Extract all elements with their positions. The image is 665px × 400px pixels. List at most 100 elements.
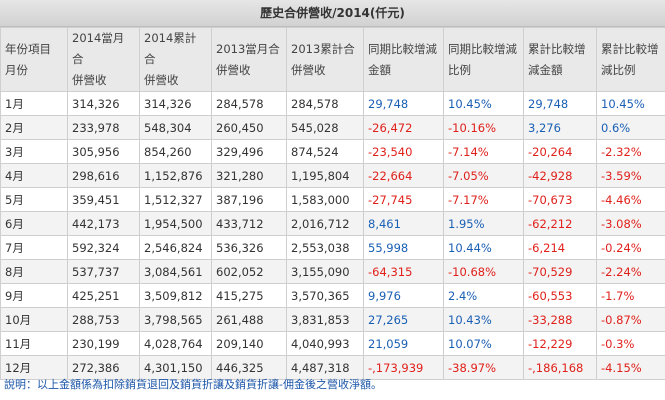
cumulative-2014-cell: 548,304 (139, 115, 212, 140)
yoy-amount-cell: 29,748 (363, 91, 444, 116)
yoy-amount-cell: 9,976 (363, 283, 444, 308)
yoy-ratio-cell: 10.43% (443, 307, 524, 332)
table-row: 8月 537,737 3,084,561 602,052 3,155,090 -64,31… (0, 259, 665, 284)
monthly-2014-cell: 592,324 (67, 235, 140, 260)
monthly-2013-cell: 602,052 (211, 259, 287, 284)
cumulative-2014-cell: 4,301,150 (139, 355, 212, 380)
monthly-2014-cell: 425,251 (67, 283, 140, 308)
cumulative-change-ratio-cell: -2.24% (596, 259, 665, 284)
monthly-2014-cell: 537,737 (67, 259, 140, 284)
yoy-ratio-cell: -10.68% (443, 259, 524, 284)
yoy-ratio-cell: -7.17% (443, 187, 524, 212)
month-cell: 2月 (0, 115, 68, 140)
table-row: 12月 272,386 4,301,150 446,325 4,487,318 -,173… (0, 355, 665, 380)
cumulative-change-amount-cell: 3,276 (523, 115, 597, 140)
monthly-2014-cell: 305,956 (67, 139, 140, 164)
month-cell: 8月 (0, 259, 68, 284)
month-cell: 12月 (0, 355, 68, 380)
cumulative-change-amount-cell: -33,288 (523, 307, 597, 332)
cumulative-change-ratio-cell: -4.46% (596, 187, 665, 212)
table-row: 2月 233,978 548,304 260,450 545,028 -26,472 -10… (0, 115, 665, 140)
cumulative-2014-cell: 3,084,561 (139, 259, 212, 284)
yoy-ratio-cell: 10.07% (443, 331, 524, 356)
monthly-2014-cell: 230,199 (67, 331, 140, 356)
cumulative-2013-cell: 3,570,365 (286, 283, 364, 308)
cumulative-2013-cell: 3,155,090 (286, 259, 364, 284)
cumulative-change-amount-cell: -70,673 (523, 187, 597, 212)
monthly-2014-cell: 298,616 (67, 163, 140, 188)
cumulative-change-ratio-cell: -3.08% (596, 211, 665, 236)
month-cell: 10月 (0, 307, 68, 332)
cumulative-2013-cell: 2,553,038 (286, 235, 364, 260)
month-cell: 3月 (0, 139, 68, 164)
cumulative-2014-cell: 1,152,876 (139, 163, 212, 188)
cumulative-change-amount-cell: -20,264 (523, 139, 597, 164)
cumulative-2013-cell: 4,040,993 (286, 331, 364, 356)
cumulative-2013-cell: 874,524 (286, 139, 364, 164)
yoy-ratio-cell: 1.95% (443, 211, 524, 236)
table-row: 11月 230,199 4,028,764 209,140 4,040,993 21,05… (0, 331, 665, 356)
cumulative-2014-cell: 1,954,500 (139, 211, 212, 236)
yoy-ratio-cell: 10.45% (443, 91, 524, 116)
cumulative-change-ratio-cell: -2.32% (596, 139, 665, 164)
table-header-row: 年份項目 月份 2014當月合 併營收 2014累計合 併營收 2013當月合 併營收 … (0, 27, 665, 92)
monthly-2014-cell: 359,451 (67, 187, 140, 212)
yoy-ratio-cell: -10.16% (443, 115, 524, 140)
cumulative-change-ratio-cell: -0.87% (596, 307, 665, 332)
monthly-2013-cell: 415,275 (211, 283, 287, 308)
cumulative-2013-cell: 284,578 (286, 91, 364, 116)
cumulative-change-ratio-cell: -0.24% (596, 235, 665, 260)
yoy-amount-cell: 55,998 (363, 235, 444, 260)
header-2013-monthly: 2013當月合 併營收 (211, 27, 287, 92)
yoy-amount-cell: -27,745 (363, 187, 444, 212)
table-row: 3月 305,956 854,260 329,496 874,524 -23,540 -7.… (0, 139, 665, 164)
header-cumulative-amount: 累計比較增 減金額 (523, 27, 597, 92)
table-row: 1月 314,326 314,326 284,578 284,578 29,748 10.4… (0, 91, 665, 116)
cumulative-2014-cell: 4,028,764 (139, 331, 212, 356)
monthly-2013-cell: 209,140 (211, 331, 287, 356)
cumulative-2013-cell: 545,028 (286, 115, 364, 140)
cumulative-change-amount-cell: -,186,168 (523, 355, 597, 380)
monthly-2013-cell: 284,578 (211, 91, 287, 116)
monthly-2013-cell: 261,488 (211, 307, 287, 332)
yoy-amount-cell: -22,664 (363, 163, 444, 188)
cumulative-change-amount-cell: 29,748 (523, 91, 597, 116)
header-cumulative-ratio: 累計比較增 減比例 (596, 27, 665, 92)
table-row: 9月 425,251 3,509,812 415,275 3,570,365 9,976 2… (0, 283, 665, 308)
yoy-ratio-cell: -7.05% (443, 163, 524, 188)
yoy-ratio-cell: -7.14% (443, 139, 524, 164)
month-cell: 7月 (0, 235, 68, 260)
table-row: 7月 592,324 2,546,824 536,326 2,553,038 55,998… (0, 235, 665, 260)
cumulative-2014-cell: 1,512,327 (139, 187, 212, 212)
cumulative-change-ratio-cell: -0.3% (596, 331, 665, 356)
month-cell: 4月 (0, 163, 68, 188)
cumulative-change-amount-cell: -62,212 (523, 211, 597, 236)
monthly-2013-cell: 321,280 (211, 163, 287, 188)
table-row: 5月 359,451 1,512,327 387,196 1,583,000 -27,74… (0, 187, 665, 212)
month-cell: 5月 (0, 187, 68, 212)
cumulative-2014-cell: 314,326 (139, 91, 212, 116)
yoy-ratio-cell: 2.4% (443, 283, 524, 308)
revenue-table: 年份項目 月份 2014當月合 併營收 2014累計合 併營收 2013當月合 併營收 … (0, 27, 665, 380)
cumulative-2013-cell: 3,831,853 (286, 307, 364, 332)
monthly-2014-cell: 314,326 (67, 91, 140, 116)
monthly-2013-cell: 329,496 (211, 139, 287, 164)
cumulative-change-ratio-cell: -4.15% (596, 355, 665, 380)
yoy-ratio-cell: 10.44% (443, 235, 524, 260)
monthly-2014-cell: 288,753 (67, 307, 140, 332)
header-2014-monthly: 2014當月合 併營收 (67, 27, 140, 92)
cumulative-2014-cell: 3,509,812 (139, 283, 212, 308)
cumulative-change-amount-cell: -6,214 (523, 235, 597, 260)
table-title: 歷史合併營收/2014(仟元) (0, 0, 665, 27)
cumulative-change-amount-cell: -42,928 (523, 163, 597, 188)
cumulative-2014-cell: 2,546,824 (139, 235, 212, 260)
cumulative-change-amount-cell: -12,229 (523, 331, 597, 356)
cumulative-2013-cell: 2,016,712 (286, 211, 364, 236)
yoy-amount-cell: 27,265 (363, 307, 444, 332)
cumulative-change-amount-cell: -60,553 (523, 283, 597, 308)
yoy-amount-cell: 8,461 (363, 211, 444, 236)
cumulative-2013-cell: 4,487,318 (286, 355, 364, 380)
cumulative-change-ratio-cell: -1.7% (596, 283, 665, 308)
cumulative-2014-cell: 3,798,565 (139, 307, 212, 332)
yoy-amount-cell: -64,315 (363, 259, 444, 284)
